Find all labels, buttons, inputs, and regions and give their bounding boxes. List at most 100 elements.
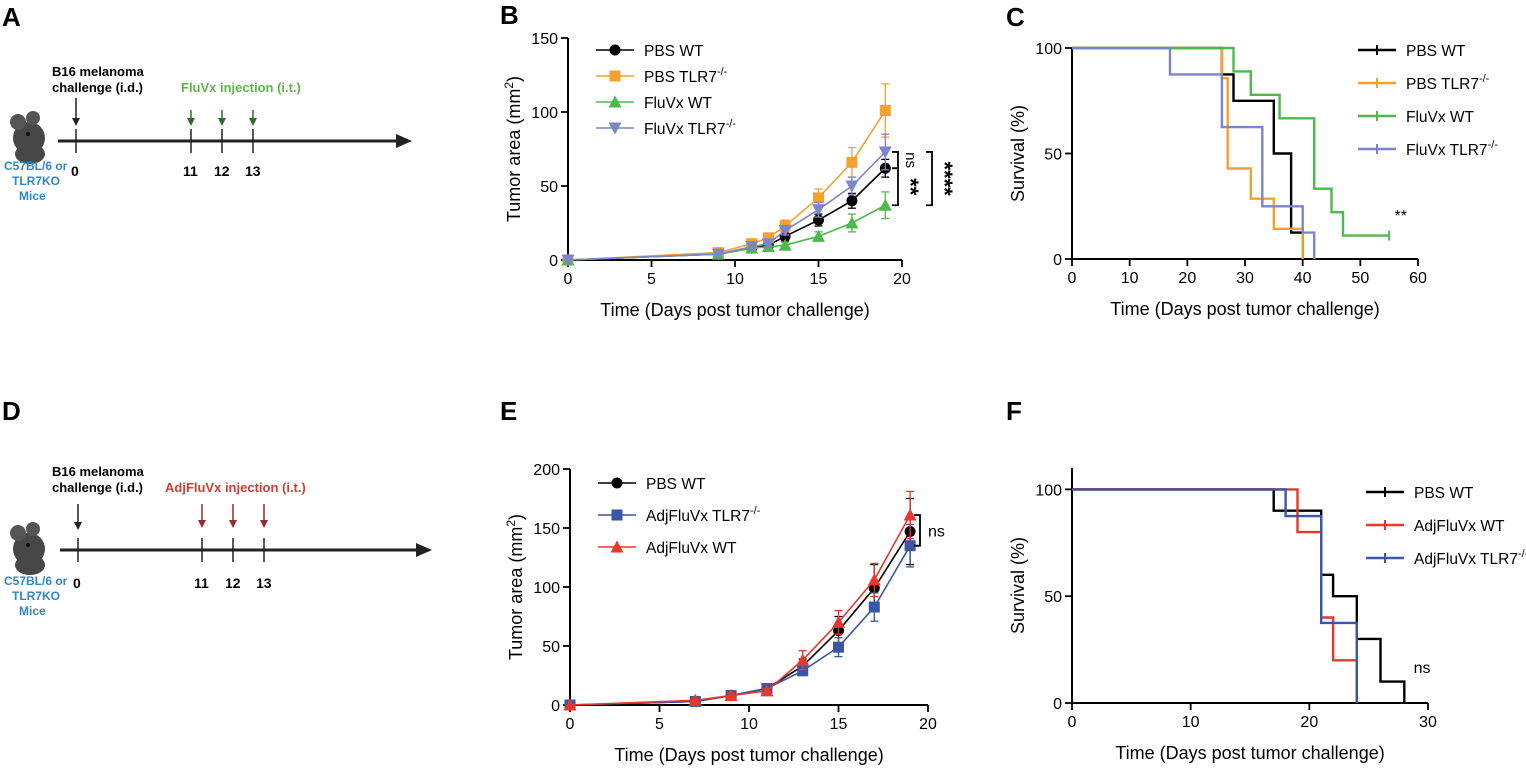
data-point xyxy=(868,601,880,613)
data-point xyxy=(879,105,891,117)
x-tick-label: 10 xyxy=(740,716,758,733)
legend-item-adjfluvx-wt: AdjFluVx WT xyxy=(1366,518,1505,535)
x-tick-label: 5 xyxy=(655,716,664,733)
data-point xyxy=(762,232,774,244)
series-line xyxy=(569,545,911,706)
x-tick-label: 10 xyxy=(726,271,744,288)
y-tick-label: 0 xyxy=(551,698,560,715)
data-point xyxy=(846,195,858,207)
legend-label: AdjFluVx TLR7-/- xyxy=(1414,548,1526,568)
x-tick-label: 20 xyxy=(1300,714,1318,731)
data-point xyxy=(796,653,810,666)
x-tick-label: 60 xyxy=(1409,270,1427,287)
data-point xyxy=(903,508,917,521)
legend-item-fluvx-wt: FluVx WT xyxy=(596,95,713,112)
legend-swatch-marker xyxy=(611,477,623,489)
challenge-arrow xyxy=(72,98,80,126)
legend-label: FluVx WT xyxy=(1406,109,1475,126)
injection-arrow xyxy=(249,110,257,126)
y-tick-label: 100 xyxy=(531,105,558,122)
survival-curve xyxy=(1072,46,1304,259)
legend-swatch-marker xyxy=(609,44,621,56)
legend-swatch-marker xyxy=(610,540,624,553)
legend: PBS WT PBS TLR7-/- FluVx WT FluVx TLR7-/- xyxy=(596,43,736,138)
injection-arrow xyxy=(218,110,226,126)
panel-letter-c: C xyxy=(1006,2,1025,32)
legend-swatch-marker xyxy=(608,122,622,135)
data-point xyxy=(563,698,577,711)
data-point xyxy=(797,665,809,677)
y-tick-label: 150 xyxy=(531,31,558,48)
x-tick-label: 10 xyxy=(1182,714,1200,731)
y-tick-label: 100 xyxy=(533,580,560,597)
significance-annotation: **** xyxy=(926,151,957,207)
mouse-label-line-1: C57BL/6 or xyxy=(4,574,68,588)
timeline-day-0: 0 xyxy=(73,575,81,591)
legend-swatch-marker xyxy=(609,70,621,82)
significance-bracket xyxy=(892,151,899,170)
mouse-label-line-3: Mice xyxy=(19,604,46,618)
significance-label: ns xyxy=(902,152,919,168)
legend-item-pbs-wt: PBS WT xyxy=(1358,43,1466,60)
injection-arrow xyxy=(260,504,268,528)
significance-label: ** xyxy=(1394,208,1406,225)
timeline-day-13: 13 xyxy=(256,575,272,591)
y-tick-label: 100 xyxy=(1035,41,1062,58)
y-tick-label: 50 xyxy=(1044,589,1062,606)
legend: PBS WT AdjFluVx WT AdjFluVx TLR7-/- xyxy=(1366,485,1526,568)
legend-item-fluvx-tlr7-ko: FluVx TLR7-/- xyxy=(1358,139,1498,159)
timeline-arrowhead xyxy=(396,134,412,148)
timeline-day-13: 13 xyxy=(245,163,261,179)
y-axis-title: Survival (%) xyxy=(1008,105,1028,202)
data-point xyxy=(878,198,892,211)
data-point xyxy=(711,248,725,261)
x-tick-label: 5 xyxy=(647,271,656,288)
timeline-arrowhead xyxy=(416,543,432,557)
y-tick-label: 150 xyxy=(533,521,560,538)
series-pbs-wt xyxy=(1072,46,1304,259)
y-tick-label: 0 xyxy=(1053,696,1062,713)
legend-label: PBS WT xyxy=(1414,485,1474,502)
mouse-label-line-1: C57BL/6 or xyxy=(4,159,68,173)
series-adjfluvx-wt xyxy=(1072,488,1358,703)
timeline-d: C57BL/6 or TLR7KO Mice B16 melanoma chal… xyxy=(4,464,432,618)
x-axis-title: Time (Days post tumor challenge) xyxy=(600,300,869,320)
series-fluvx-wt xyxy=(561,191,892,266)
y-axis-title: Survival (%) xyxy=(1008,537,1028,634)
chart-f-survival: 0 10 20 30 0 50 100 Time (Days post tumor chall… xyxy=(1008,468,1526,763)
data-point xyxy=(867,573,881,586)
mouse-label-line-2: TLR7KO xyxy=(12,589,60,603)
injection-arrow xyxy=(198,504,206,528)
data-point xyxy=(832,615,845,628)
x-axis-title: Time (Days post tumor challenge) xyxy=(614,745,883,765)
legend-swatch-marker xyxy=(608,95,622,108)
challenge-label-line-1: B16 melanoma xyxy=(52,64,145,79)
mouse-icon xyxy=(10,111,45,164)
legend-item-adjfluvx-wt: AdjFluVx WT xyxy=(598,540,737,557)
legend-label: FluVx TLR7-/- xyxy=(644,118,736,138)
timeline-day-12: 12 xyxy=(225,575,241,591)
timeline-day-11: 11 xyxy=(194,575,209,591)
legend-item-pbs-tlr7-ko: PBS TLR7-/- xyxy=(596,66,728,86)
x-tick-label: 0 xyxy=(564,271,573,288)
data-point xyxy=(778,238,792,251)
challenge-label-line-1: B16 melanoma xyxy=(52,464,145,479)
legend-item-pbs-wt: PBS WT xyxy=(598,476,706,493)
series-line xyxy=(567,151,886,261)
legend-label: FluVx WT xyxy=(644,95,713,112)
x-tick-label: 20 xyxy=(919,716,937,733)
challenge-arrow xyxy=(74,504,82,530)
data-point xyxy=(688,693,702,706)
injection-arrow xyxy=(187,110,195,126)
timeline-a: C57BL/6 or TLR7KO Mice B16 melanoma chal… xyxy=(4,64,412,203)
legend: PBS WT AdjFluVx TLR7-/- AdjFluVx WT xyxy=(598,476,761,557)
x-tick-label: 0 xyxy=(1068,714,1077,731)
significance-bracket xyxy=(926,151,933,207)
survival-curve xyxy=(1072,488,1358,703)
chart-c-survival: 0 10 20 30 40 50 60 0 50 100 Time (Days post tumor… xyxy=(1008,41,1498,319)
data-point xyxy=(845,216,859,229)
significance-annotation: ** xyxy=(892,167,923,207)
x-tick-label: 0 xyxy=(566,716,575,733)
series-pbs-wt xyxy=(1072,488,1406,703)
series-line xyxy=(569,531,911,706)
